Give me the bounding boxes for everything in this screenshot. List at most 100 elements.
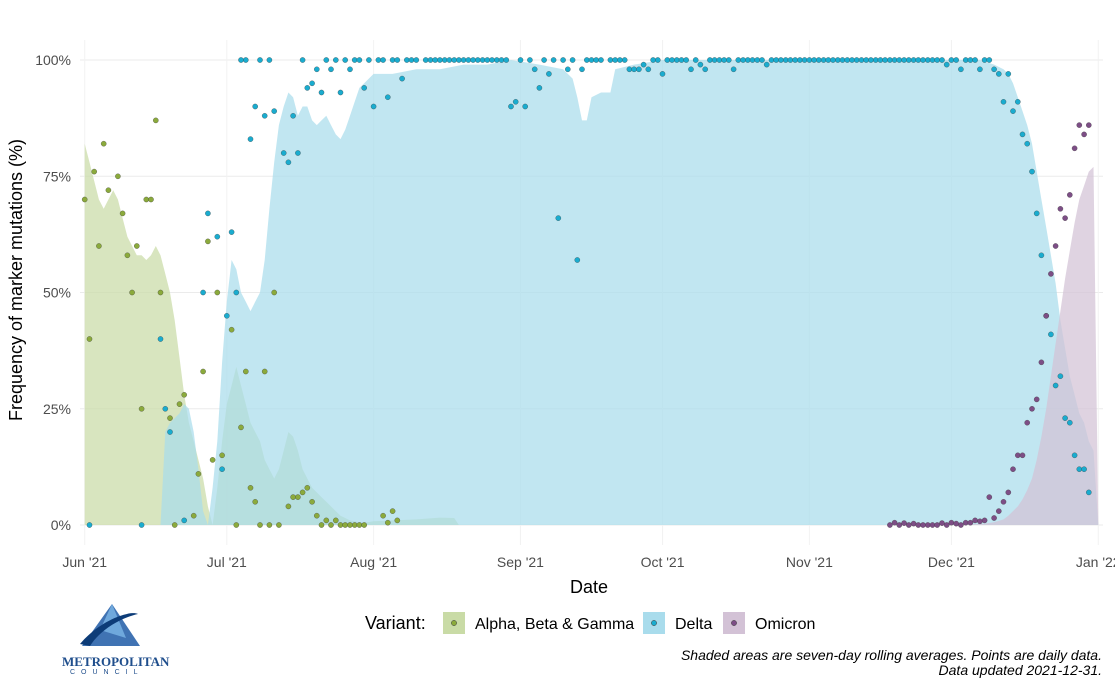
point-delta bbox=[560, 57, 566, 63]
point-alpha-beta-gamma bbox=[86, 336, 93, 342]
point-delta bbox=[257, 57, 263, 63]
point-delta bbox=[815, 57, 822, 63]
point-delta bbox=[872, 57, 879, 63]
point-delta bbox=[451, 57, 458, 63]
y-axis-ticks: 0% 25% 50% 75% 100% bbox=[35, 52, 71, 533]
point-omicron bbox=[1000, 498, 1007, 505]
point-omicron bbox=[939, 520, 945, 526]
caption-line: Data updated 2021-12-31. bbox=[939, 662, 1102, 678]
point-alpha-beta-gamma bbox=[91, 168, 98, 175]
point-delta bbox=[830, 57, 836, 63]
point-omicron bbox=[953, 520, 960, 527]
point-delta bbox=[782, 57, 789, 63]
point-delta bbox=[1052, 382, 1059, 389]
point-delta bbox=[645, 66, 652, 73]
point-delta bbox=[721, 57, 727, 63]
point-omicron bbox=[981, 517, 988, 524]
point-omicron bbox=[967, 519, 974, 526]
point-omicron bbox=[1014, 452, 1021, 459]
point-omicron bbox=[1010, 466, 1016, 473]
point-delta bbox=[730, 66, 737, 73]
point-omicron bbox=[991, 515, 997, 521]
point-delta bbox=[498, 57, 505, 63]
point-delta bbox=[460, 57, 467, 63]
point-delta bbox=[380, 57, 386, 63]
point-delta bbox=[422, 57, 429, 63]
point-delta bbox=[574, 257, 581, 263]
point-delta bbox=[778, 57, 784, 63]
point-delta bbox=[252, 103, 259, 110]
point-delta bbox=[939, 57, 945, 63]
point-omicron bbox=[920, 522, 926, 528]
point-alpha-beta-gamma bbox=[332, 517, 339, 524]
point-delta bbox=[877, 57, 884, 63]
point-alpha-beta-gamma bbox=[119, 210, 126, 217]
y-tick-label: 100% bbox=[35, 52, 71, 68]
point-delta bbox=[527, 57, 533, 63]
x-tick-label: Nov '21 bbox=[786, 554, 833, 570]
point-omicron bbox=[977, 518, 983, 525]
point-delta bbox=[446, 57, 453, 63]
point-delta bbox=[261, 112, 268, 119]
point-omicron bbox=[1052, 243, 1059, 249]
point-delta bbox=[332, 57, 339, 63]
y-tick-label: 0% bbox=[51, 517, 71, 533]
point-omicron bbox=[887, 522, 893, 528]
point-alpha-beta-gamma bbox=[133, 243, 140, 249]
point-delta bbox=[271, 108, 278, 114]
area-delta bbox=[160, 60, 1099, 525]
point-delta bbox=[986, 57, 993, 63]
point-delta bbox=[432, 57, 439, 63]
y-tick-label: 75% bbox=[43, 168, 71, 184]
point-delta bbox=[1071, 452, 1078, 459]
point-alpha-beta-gamma bbox=[228, 326, 235, 333]
point-omicron bbox=[915, 522, 922, 528]
point-delta bbox=[759, 57, 765, 63]
point-delta bbox=[394, 57, 401, 63]
point-delta bbox=[233, 289, 240, 296]
point-delta bbox=[167, 429, 173, 435]
point-omicron bbox=[1033, 396, 1040, 403]
point-alpha-beta-gamma bbox=[361, 522, 368, 528]
point-alpha-beta-gamma bbox=[247, 484, 254, 491]
point-omicron bbox=[910, 520, 917, 527]
point-delta bbox=[811, 57, 817, 63]
y-tick-label: 50% bbox=[43, 285, 71, 301]
point-delta bbox=[1019, 131, 1026, 138]
point-delta bbox=[564, 66, 571, 73]
point-delta bbox=[839, 57, 846, 63]
x-tick-label: Sep '21 bbox=[497, 554, 544, 570]
point-delta bbox=[882, 57, 888, 63]
point-delta bbox=[707, 57, 713, 63]
point-omicron bbox=[1038, 359, 1045, 366]
point-alpha-beta-gamma bbox=[219, 452, 225, 459]
point-delta bbox=[517, 57, 524, 63]
x-tick-label: Jul '21 bbox=[207, 554, 247, 570]
point-delta bbox=[1038, 252, 1045, 259]
point-delta bbox=[636, 66, 642, 73]
point-delta bbox=[905, 57, 912, 63]
point-delta bbox=[920, 57, 926, 63]
point-delta bbox=[242, 57, 249, 63]
point-delta bbox=[612, 57, 619, 63]
point-alpha-beta-gamma bbox=[257, 522, 263, 528]
point-alpha-beta-gamma bbox=[195, 471, 202, 477]
point-delta bbox=[995, 71, 1002, 77]
point-alpha-beta-gamma bbox=[167, 415, 173, 421]
point-alpha-beta-gamma bbox=[295, 494, 301, 500]
point-delta bbox=[820, 57, 827, 63]
point-delta bbox=[138, 522, 145, 528]
point-delta bbox=[981, 57, 988, 63]
point-delta bbox=[1048, 331, 1054, 338]
point-alpha-beta-gamma bbox=[171, 522, 178, 528]
point-delta bbox=[546, 71, 552, 77]
point-alpha-beta-gamma bbox=[351, 522, 358, 528]
point-alpha-beta-gamma bbox=[356, 522, 363, 528]
point-delta bbox=[337, 89, 344, 96]
point-alpha-beta-gamma bbox=[347, 522, 353, 528]
point-omicron bbox=[901, 520, 907, 526]
point-delta bbox=[967, 57, 974, 63]
point-delta bbox=[849, 57, 855, 63]
point-delta bbox=[157, 336, 164, 342]
